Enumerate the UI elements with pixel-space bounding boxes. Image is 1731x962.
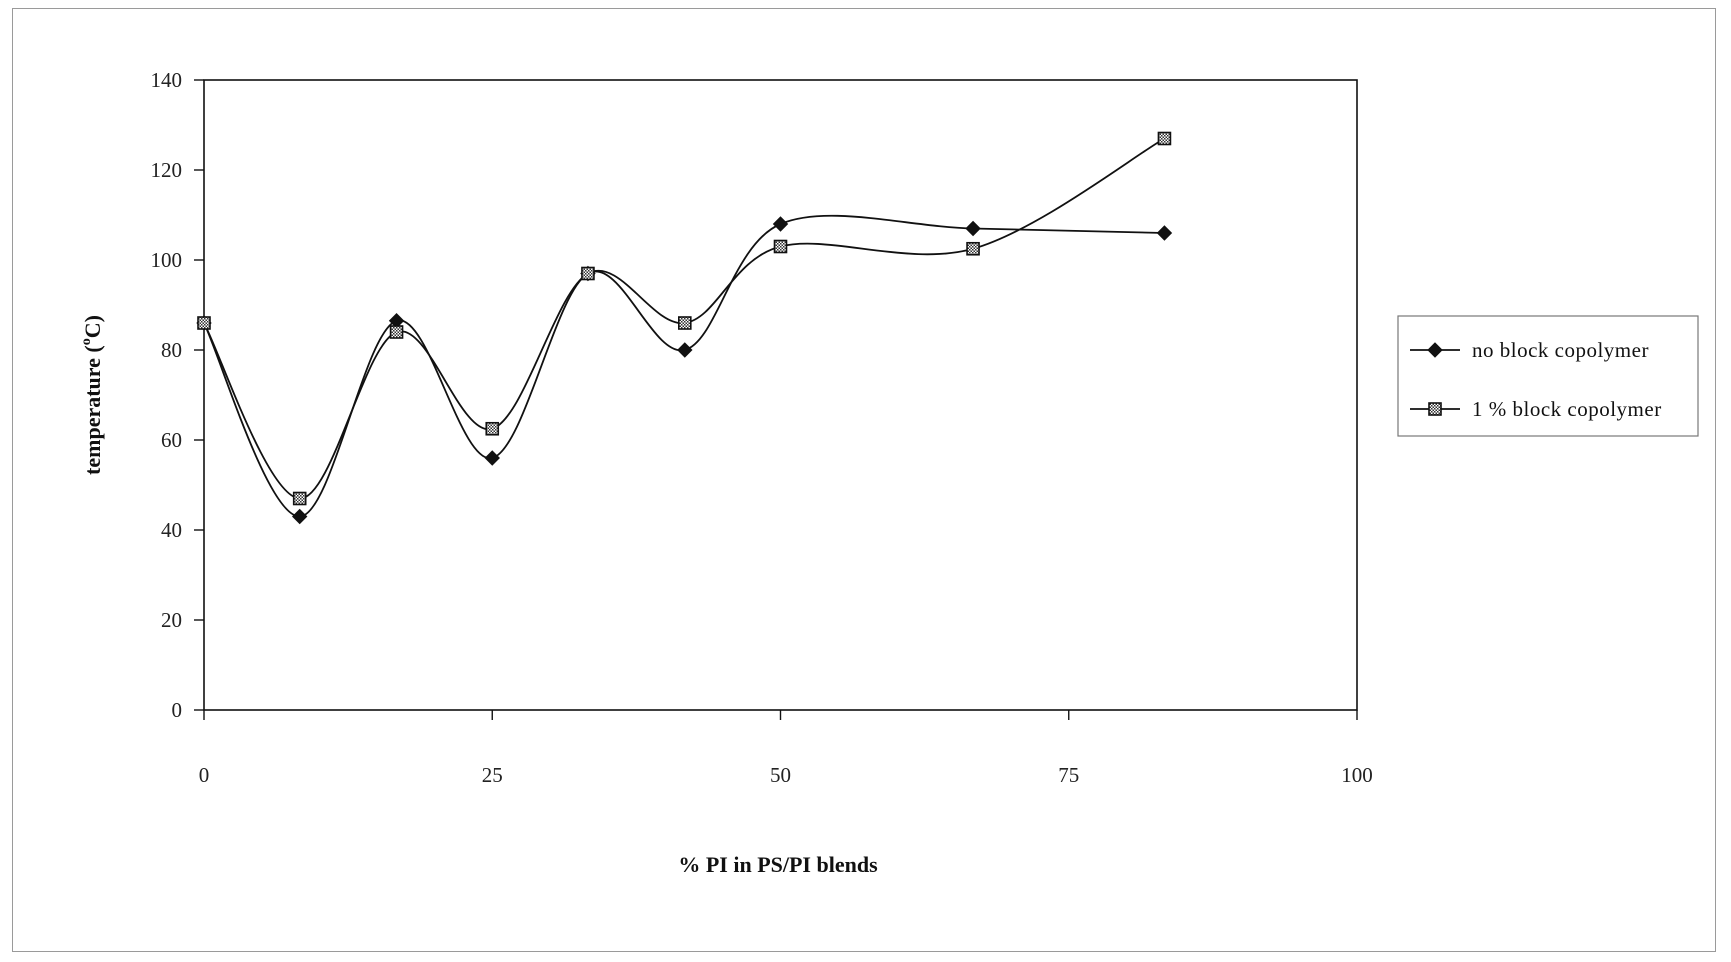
data-point [965,220,981,237]
y-axis-title-sup: o [79,338,94,345]
chart-frame [12,8,1716,952]
y-tick-label: 80 [161,338,182,362]
y-axis: 0 20 40 60 80 100 120 140 [151,68,204,722]
legend: no block copolymer 1 % block copolymer [1397,315,1699,437]
series-layer [196,131,1173,525]
legend-label: 1 % block copolymer [1472,397,1662,421]
series-line [203,137,1165,500]
x-tick-label: 0 [199,763,210,787]
x-axis-title: % PI in PS/PI blends [678,852,878,877]
data-point [291,508,308,525]
x-tick-label: 25 [482,763,503,787]
legend-box [1397,315,1699,437]
data-point [389,325,404,339]
y-tick-label: 100 [151,248,183,272]
data-point [485,421,500,436]
data-point [197,316,211,330]
data-point [1157,131,1172,146]
series-2 [197,131,1172,506]
data-point [966,241,980,256]
y-tick-label: 60 [161,428,182,452]
y-tick-label: 0 [172,698,183,722]
y-tick-label: 40 [161,518,182,542]
data-point [1156,225,1173,241]
data-point [484,450,500,466]
y-axis-title-end: C) [80,315,105,338]
legend-label: no block copolymer [1472,338,1649,362]
legend-marker [1428,402,1442,416]
data-point [581,266,595,281]
plot-area [203,79,1358,711]
x-tick-label: 100 [1341,763,1373,787]
legend-marker [1427,342,1443,358]
x-axis: 0 25 50 75 100 [199,710,1373,787]
x-tick-label: 50 [770,763,791,787]
data-point [773,239,788,254]
y-tick-label: 20 [161,608,182,632]
data-point [678,316,692,330]
y-axis-title-main: temperature ( [80,345,105,475]
y-axis-title: temperature (oC) [79,315,105,475]
x-tick-label: 75 [1058,763,1079,787]
data-point [772,216,789,232]
plot-border [203,79,1358,711]
data-point [292,491,307,506]
series-1 [196,214,1173,525]
data-point [677,342,693,358]
y-tick-label: 140 [151,68,183,92]
series-line [203,214,1165,518]
y-tick-label: 120 [151,158,183,182]
